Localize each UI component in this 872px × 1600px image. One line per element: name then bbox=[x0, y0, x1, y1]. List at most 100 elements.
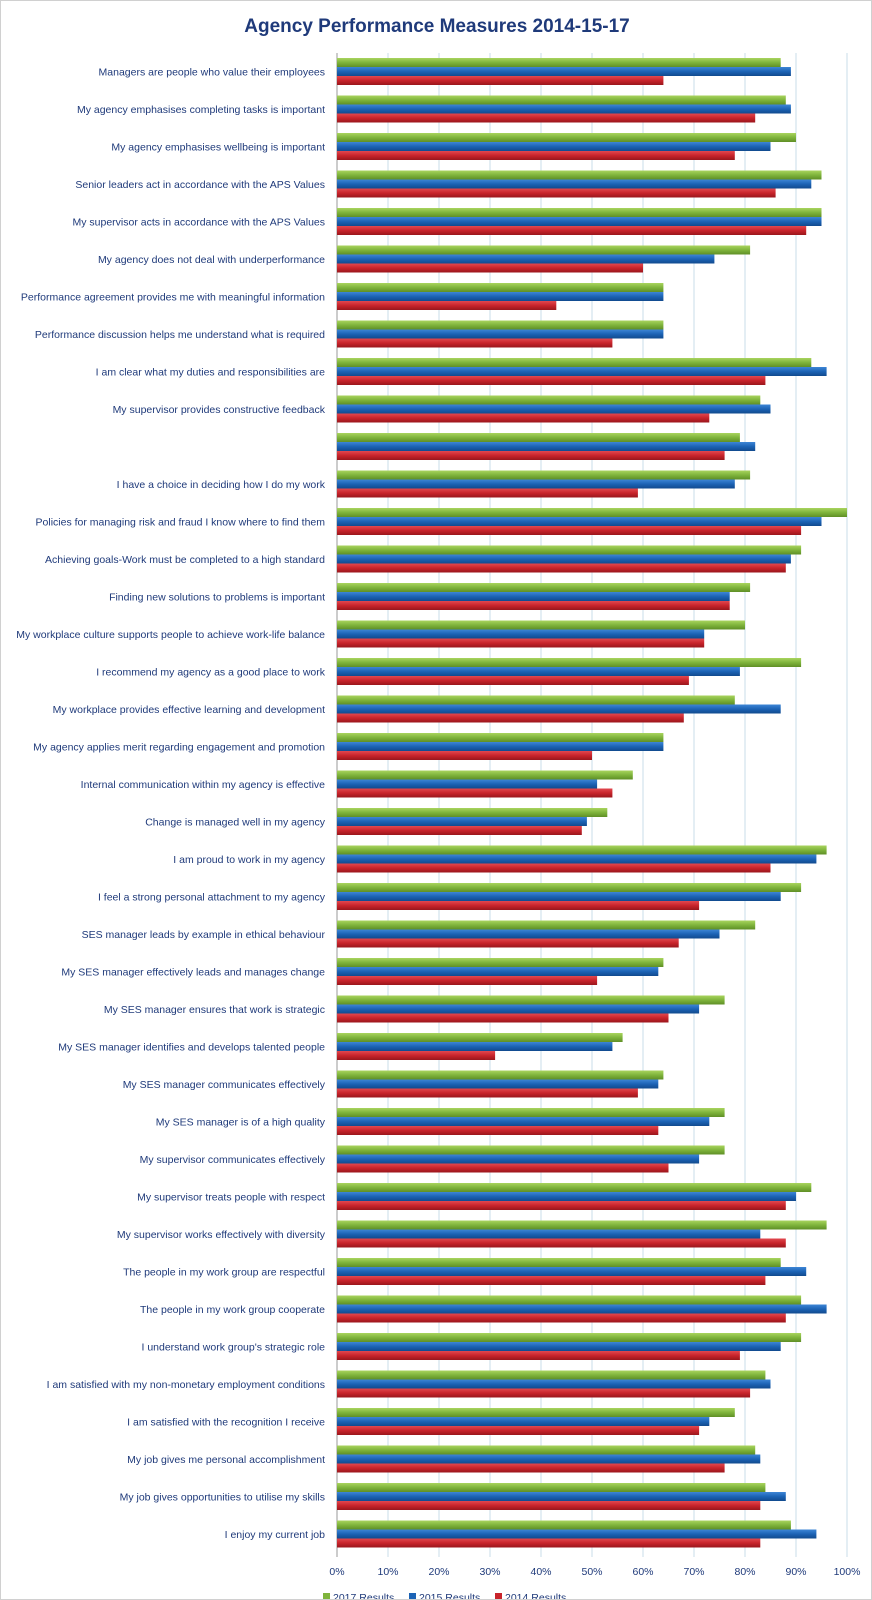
bar-2017-40 bbox=[337, 1520, 791, 1530]
bar-2015-4 bbox=[337, 179, 812, 189]
legend-swatch-2014 bbox=[495, 1593, 502, 1599]
bar-2015-28 bbox=[337, 1079, 659, 1089]
bar-2015-30 bbox=[337, 1154, 700, 1164]
bar-2015-29 bbox=[337, 1117, 710, 1126]
bar-2017-35 bbox=[337, 1333, 802, 1342]
category-label: I understand work group's strategic role bbox=[141, 1342, 325, 1354]
category-label: Performance discussion helps me understa… bbox=[35, 329, 325, 341]
category-label: Change is managed well in my agency bbox=[145, 817, 326, 829]
x-tick-label: 80% bbox=[734, 1566, 755, 1578]
bar-2015-33 bbox=[337, 1267, 807, 1276]
bar-2015-14 bbox=[337, 554, 791, 564]
category-label: Performance agreement provides me with m… bbox=[21, 292, 325, 304]
bar-2017-5 bbox=[337, 208, 822, 217]
category-label: Managers are people who value their empl… bbox=[99, 67, 325, 79]
bar-2017-39 bbox=[337, 1483, 766, 1492]
category-label: I recommend my agency as a good place to… bbox=[96, 667, 326, 679]
category-label: My agency emphasises completing tasks is… bbox=[77, 104, 325, 116]
bar-2014-38 bbox=[337, 1463, 725, 1473]
x-tick-label: 60% bbox=[632, 1566, 653, 1578]
bar-2014-5 bbox=[337, 226, 807, 235]
bar-2015-2 bbox=[337, 104, 791, 114]
bar-2015-1 bbox=[337, 67, 791, 76]
bar-2015-27 bbox=[337, 1042, 613, 1051]
bar-2017-3 bbox=[337, 133, 796, 142]
gridlines bbox=[336, 53, 848, 1557]
category-label: My job gives opportunities to utilise my… bbox=[120, 1492, 325, 1504]
bar-2017-37 bbox=[337, 1408, 735, 1417]
bar-2015-9 bbox=[337, 367, 827, 376]
bar-2017-16 bbox=[337, 620, 745, 630]
category-label: The people in my work group cooperate bbox=[140, 1304, 325, 1316]
bar-2015-40 bbox=[337, 1529, 817, 1539]
bar-2017-26 bbox=[337, 995, 725, 1005]
x-tick-label: 10% bbox=[377, 1566, 398, 1578]
legend-swatch-2017 bbox=[323, 1593, 330, 1599]
bar-2015-16 bbox=[337, 629, 705, 639]
chart-title: Agency Performance Measures 2014-15-17 bbox=[244, 16, 629, 37]
bar-2014-21 bbox=[337, 826, 582, 835]
bar-2017-15 bbox=[337, 583, 751, 592]
bar-2015-12 bbox=[337, 479, 735, 489]
category-label: Senior leaders act in accordance with th… bbox=[75, 179, 325, 191]
legend-swatch-2015 bbox=[409, 1593, 416, 1599]
bar-2017-11 bbox=[337, 433, 740, 442]
bar-2017-23 bbox=[337, 883, 802, 892]
bar-2014-2 bbox=[337, 113, 756, 123]
category-label: My SES manager effectively leads and man… bbox=[61, 967, 325, 979]
bar-2017-14 bbox=[337, 545, 802, 555]
bar-2015-25 bbox=[337, 967, 659, 976]
category-labels: Managers are people who value their empl… bbox=[16, 67, 326, 1542]
bar-2015-11 bbox=[337, 442, 756, 451]
bar-2014-7 bbox=[337, 301, 557, 310]
bar-2017-24 bbox=[337, 920, 756, 930]
bar-2014-14 bbox=[337, 563, 786, 573]
category-label: My workplace provides effective learning… bbox=[53, 704, 325, 716]
bar-2014-35 bbox=[337, 1351, 740, 1360]
bar-2014-37 bbox=[337, 1426, 700, 1435]
legend-label-2017: 2017 Results bbox=[333, 1592, 394, 1599]
category-label: Policies for managing risk and fraud I k… bbox=[36, 517, 326, 529]
bar-2014-17 bbox=[337, 676, 689, 685]
bar-2015-10 bbox=[337, 404, 771, 414]
category-label: I am clear what my duties and responsibi… bbox=[96, 367, 326, 379]
bar-2017-20 bbox=[337, 770, 633, 780]
bar-2014-26 bbox=[337, 1013, 669, 1023]
bar-2014-40 bbox=[337, 1538, 761, 1548]
x-tick-label: 90% bbox=[785, 1566, 806, 1578]
bar-2014-22 bbox=[337, 863, 771, 873]
category-label: My SES manager communicates effectively bbox=[123, 1079, 326, 1091]
category-label: My SES manager is of a high quality bbox=[156, 1117, 326, 1129]
bar-2014-16 bbox=[337, 638, 705, 648]
bar-2014-13 bbox=[337, 526, 802, 535]
category-label: My SES manager ensures that work is stra… bbox=[104, 1004, 325, 1016]
bar-2015-19 bbox=[337, 742, 664, 751]
bar-2015-34 bbox=[337, 1304, 827, 1314]
bar-2017-27 bbox=[337, 1033, 623, 1042]
legend: 2017 Results 2015 Results 2014 Results bbox=[323, 1592, 566, 1599]
bar-2017-33 bbox=[337, 1258, 781, 1267]
bar-2015-6 bbox=[337, 254, 715, 264]
bar-2017-31 bbox=[337, 1183, 812, 1192]
bar-2017-30 bbox=[337, 1145, 725, 1155]
bar-2017-7 bbox=[337, 283, 664, 292]
bar-2014-34 bbox=[337, 1313, 786, 1323]
bar-2014-39 bbox=[337, 1501, 761, 1510]
bar-2014-19 bbox=[337, 751, 592, 760]
bar-2014-18 bbox=[337, 713, 684, 723]
category-label: My supervisor works effectively with div… bbox=[117, 1229, 326, 1241]
category-label: My supervisor treats people with respect bbox=[137, 1192, 325, 1204]
bar-2014-1 bbox=[337, 76, 664, 85]
bar-2017-28 bbox=[337, 1070, 664, 1080]
bar-2017-29 bbox=[337, 1108, 725, 1117]
bar-2014-32 bbox=[337, 1238, 786, 1248]
category-label: My job gives me personal accomplishment bbox=[127, 1454, 325, 1466]
category-label: Finding new solutions to problems is imp… bbox=[109, 592, 325, 604]
x-tick-label: 40% bbox=[530, 1566, 551, 1578]
category-label: I have a choice in deciding how I do my … bbox=[117, 479, 326, 491]
category-label: Internal communication within my agency … bbox=[81, 779, 325, 791]
category-label: The people in my work group are respectf… bbox=[123, 1267, 325, 1279]
bar-2014-11 bbox=[337, 451, 725, 460]
bar-2017-19 bbox=[337, 733, 664, 742]
